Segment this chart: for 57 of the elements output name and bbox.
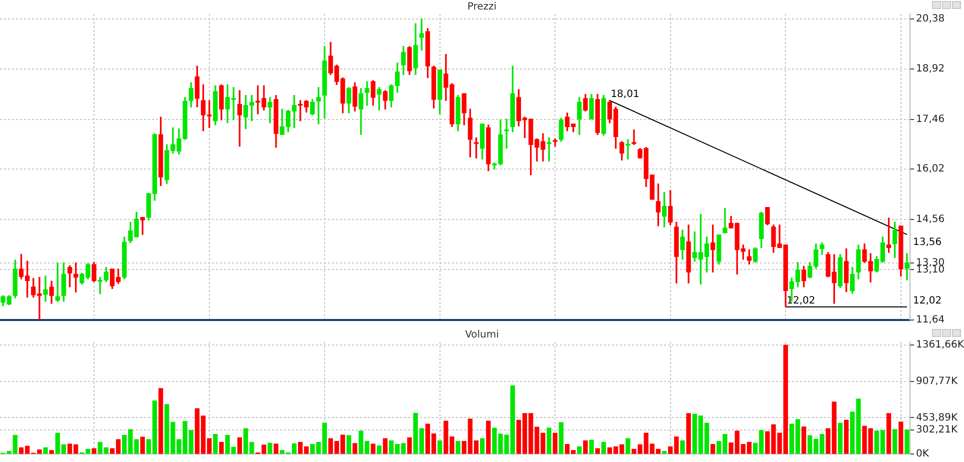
bar bbox=[456, 440, 460, 454]
y-tick-label: 14,56 bbox=[916, 214, 945, 225]
bar bbox=[886, 413, 892, 454]
bar bbox=[686, 413, 691, 454]
bar bbox=[595, 448, 600, 454]
bar bbox=[552, 432, 558, 454]
bar bbox=[352, 443, 358, 454]
y-tick-label: 0K bbox=[916, 448, 930, 460]
bar bbox=[438, 440, 442, 454]
bar bbox=[583, 440, 588, 454]
bar bbox=[680, 440, 685, 454]
y-tick-label: 1361,66K bbox=[916, 340, 964, 351]
bar bbox=[140, 436, 145, 454]
bar bbox=[480, 438, 485, 454]
bar bbox=[486, 420, 491, 454]
bar bbox=[898, 422, 904, 454]
bar bbox=[274, 444, 278, 454]
bar bbox=[662, 450, 667, 454]
bar bbox=[601, 442, 606, 454]
y-tick-label: 18,92 bbox=[916, 64, 945, 75]
annotation: 18,01 bbox=[610, 89, 640, 100]
text: 13,56 bbox=[912, 237, 942, 248]
y-tick-label: 17,46 bbox=[916, 114, 945, 126]
annotation: 12,02 bbox=[786, 296, 816, 306]
bar bbox=[370, 444, 376, 454]
bar bbox=[838, 422, 843, 454]
bar bbox=[43, 447, 48, 454]
bar bbox=[237, 437, 242, 454]
y-tick-label: 11,64 bbox=[916, 314, 945, 326]
bar bbox=[219, 442, 224, 454]
y-tick-label: 907,77K bbox=[916, 376, 958, 387]
chart-title: Prezzi bbox=[467, 2, 497, 13]
bar bbox=[382, 438, 388, 454]
bar bbox=[213, 434, 218, 454]
bar bbox=[626, 438, 630, 454]
bar bbox=[710, 444, 716, 454]
text: 12,02 bbox=[912, 296, 942, 306]
y-tick-label: 302,21K bbox=[916, 424, 958, 436]
bar bbox=[268, 442, 272, 454]
y-tick-label: 453,89K bbox=[916, 412, 958, 424]
bar bbox=[892, 429, 898, 454]
bar bbox=[546, 428, 552, 454]
bar bbox=[577, 446, 582, 454]
bar bbox=[376, 446, 382, 454]
bar bbox=[589, 440, 594, 454]
chart-title: Volumi bbox=[465, 330, 499, 341]
bar bbox=[904, 429, 910, 454]
bar bbox=[802, 426, 806, 454]
bar bbox=[92, 448, 96, 454]
y-tick-label: 20,38 bbox=[916, 13, 945, 24]
bar bbox=[844, 420, 849, 454]
bar bbox=[407, 437, 412, 454]
bar bbox=[558, 422, 564, 454]
bar bbox=[346, 435, 352, 454]
y-tick-label: 16,02 bbox=[916, 164, 945, 175]
bar bbox=[49, 450, 54, 454]
bar bbox=[158, 388, 164, 454]
